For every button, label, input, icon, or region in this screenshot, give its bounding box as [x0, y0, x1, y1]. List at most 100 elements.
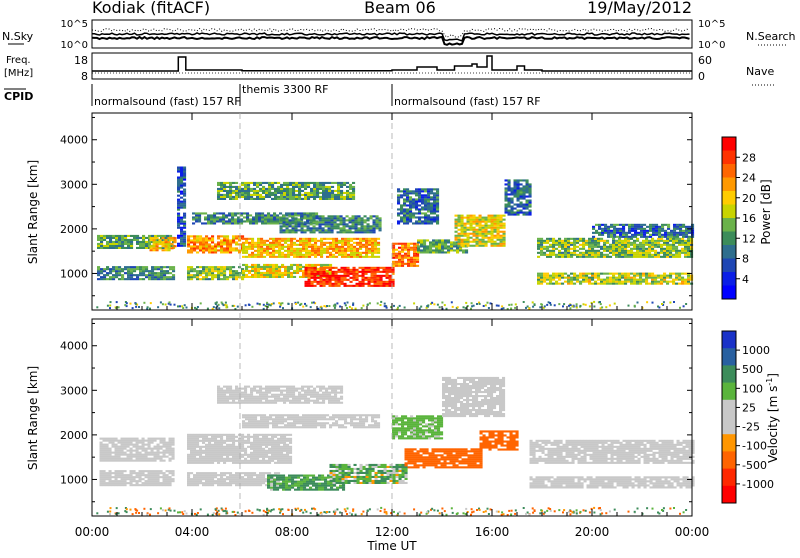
velocity-cell — [160, 470, 163, 472]
power-cell — [355, 221, 358, 223]
power-cell — [272, 268, 275, 270]
power-cell — [410, 243, 413, 245]
power-cell — [323, 285, 326, 287]
power-cell — [208, 266, 211, 268]
velocity-cell — [226, 444, 229, 446]
power-cell — [325, 196, 328, 198]
power-cell — [334, 198, 337, 200]
power-cell — [320, 277, 323, 279]
cpid-row: CPID normalsound (fast) 157 RF themis 33… — [4, 83, 541, 108]
velocity-cell — [259, 450, 262, 452]
power-cell — [287, 274, 290, 276]
power-cell — [278, 242, 281, 244]
power-cell — [232, 237, 235, 239]
power-cell — [412, 214, 415, 216]
power-cell — [160, 278, 163, 280]
power-cell — [305, 240, 308, 242]
power-cell — [253, 194, 256, 196]
power-cell — [642, 240, 645, 242]
velocity-cell — [250, 442, 253, 444]
power-cell — [558, 279, 561, 281]
power-cell — [660, 256, 663, 258]
power-cell — [347, 250, 350, 252]
power-cell — [256, 198, 259, 200]
power-cell — [97, 237, 100, 239]
power-cell — [395, 255, 398, 257]
power-cell — [304, 217, 307, 219]
power-cell — [262, 188, 265, 190]
velocity-cell — [100, 458, 103, 460]
power-cell — [298, 184, 301, 186]
power-cell — [100, 237, 103, 239]
power-cell — [258, 220, 261, 222]
power-cell — [427, 194, 430, 196]
power-cell — [523, 187, 526, 189]
velocity-cell — [253, 454, 256, 456]
power-cell — [412, 216, 415, 218]
power-cell — [183, 217, 186, 219]
power-cell — [320, 238, 323, 240]
power-cell — [423, 245, 426, 247]
power-cell — [196, 270, 199, 272]
power-cell — [352, 219, 355, 221]
velocity-cell — [196, 454, 199, 456]
power-cell — [344, 269, 347, 271]
power-cell — [166, 272, 169, 274]
power-cell — [526, 208, 529, 210]
power-cell — [259, 303, 261, 305]
power-cell — [347, 285, 350, 287]
power-cell — [305, 242, 308, 244]
power-cell — [356, 271, 359, 273]
power-cell — [323, 244, 326, 246]
power-cell — [319, 196, 322, 198]
power-cell — [133, 235, 136, 237]
velocity-cell — [250, 436, 253, 438]
power-cell — [344, 240, 347, 242]
power-cell — [317, 250, 320, 252]
power-cell — [523, 196, 526, 198]
power-cell — [255, 212, 258, 214]
velocity-cell — [169, 476, 172, 478]
power-cell — [340, 227, 343, 229]
velocity-cell — [121, 438, 124, 440]
power-cell — [594, 242, 597, 244]
power-cell — [269, 264, 272, 266]
power-cell — [618, 254, 621, 256]
power-cell — [334, 217, 337, 219]
power-cell — [627, 254, 630, 256]
power-cell — [339, 306, 341, 308]
power-cell — [115, 237, 118, 239]
power-cell — [148, 241, 151, 243]
power-cell — [244, 186, 247, 188]
power-cell — [359, 283, 362, 285]
power-cell — [293, 256, 296, 258]
power-cell — [600, 281, 603, 283]
power-cell — [329, 267, 332, 269]
power-cell — [352, 196, 355, 198]
velocity-cell — [118, 470, 121, 472]
velocity-cell — [250, 460, 253, 462]
power-cell — [685, 226, 688, 228]
power-cell — [317, 273, 320, 275]
power-cell — [190, 235, 193, 237]
power-cell — [497, 233, 500, 235]
power-cell — [379, 225, 382, 227]
velocity-cell — [223, 452, 226, 454]
power-cell — [329, 277, 332, 279]
power-cell — [367, 229, 370, 231]
power-cell — [526, 196, 529, 198]
power-cell — [600, 279, 603, 281]
power-cell — [208, 237, 211, 239]
power-cell — [618, 244, 621, 246]
power-cell — [651, 238, 654, 240]
power-cell — [652, 302, 654, 304]
power-cell — [235, 235, 238, 237]
power-cell — [594, 244, 597, 246]
power-cell — [540, 250, 543, 252]
velocity-cell — [196, 452, 199, 454]
power-cell — [552, 277, 555, 279]
power-cell — [482, 237, 485, 239]
power-cell — [433, 200, 436, 202]
velocity-cell — [139, 446, 142, 448]
power-cell — [642, 279, 645, 281]
